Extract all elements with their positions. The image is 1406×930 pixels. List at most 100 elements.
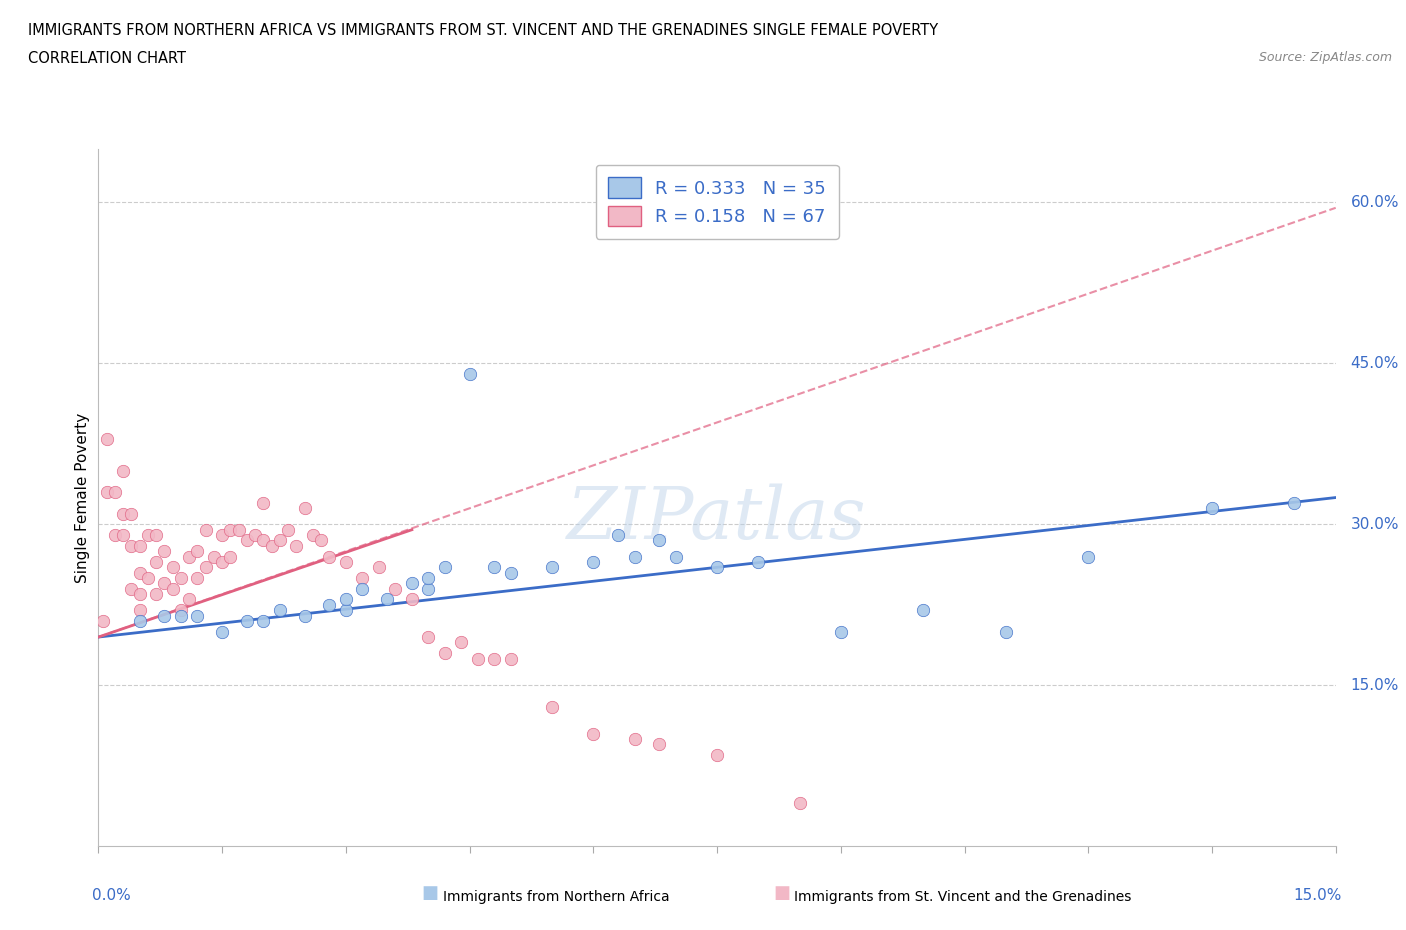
Point — [179, 592, 201, 607]
Point — [120, 538, 142, 553]
Point — [219, 523, 242, 538]
Legend: R = 0.333   N = 35, R = 0.158   N = 67: R = 0.333 N = 35, R = 0.158 N = 67 — [596, 165, 838, 239]
Point — [484, 560, 506, 575]
Point — [170, 603, 193, 618]
Point — [145, 527, 167, 542]
Point — [294, 501, 316, 516]
Point — [384, 581, 406, 596]
Text: Immigrants from Northern Africa: Immigrants from Northern Africa — [443, 890, 669, 904]
Point — [211, 554, 233, 569]
Point — [433, 645, 456, 660]
Text: 0.0%: 0.0% — [93, 888, 131, 903]
Point — [418, 571, 440, 586]
Point — [186, 608, 208, 623]
Point — [136, 571, 159, 586]
Point — [112, 506, 135, 521]
Point — [179, 549, 201, 564]
Point — [170, 608, 193, 623]
Point — [128, 538, 150, 553]
Point — [352, 571, 374, 586]
Point — [269, 603, 291, 618]
Text: 15.0%: 15.0% — [1351, 678, 1399, 693]
Point — [623, 549, 645, 564]
Point — [418, 581, 440, 596]
Point — [219, 549, 242, 564]
Y-axis label: Single Female Poverty: Single Female Poverty — [75, 412, 90, 583]
Point — [285, 538, 308, 553]
Point — [112, 527, 135, 542]
Point — [352, 581, 374, 596]
Point — [401, 576, 423, 591]
Point — [96, 432, 118, 446]
Point — [367, 560, 389, 575]
Point — [541, 699, 564, 714]
Point — [418, 630, 440, 644]
Point — [648, 533, 671, 548]
Point — [309, 533, 332, 548]
Point — [153, 608, 176, 623]
Text: Source: ZipAtlas.com: Source: ZipAtlas.com — [1258, 51, 1392, 64]
Point — [607, 527, 630, 542]
Point — [252, 614, 274, 629]
Point — [104, 527, 127, 542]
Text: Immigrants from St. Vincent and the Grenadines: Immigrants from St. Vincent and the Gren… — [794, 890, 1132, 904]
Point — [994, 624, 1017, 639]
Point — [335, 592, 357, 607]
Point — [375, 592, 398, 607]
Point — [145, 554, 167, 569]
Point — [499, 565, 522, 580]
Text: IMMIGRANTS FROM NORTHERN AFRICA VS IMMIGRANTS FROM ST. VINCENT AND THE GRENADINE: IMMIGRANTS FROM NORTHERN AFRICA VS IMMIG… — [28, 23, 938, 38]
Point — [153, 544, 176, 559]
Point — [194, 560, 217, 575]
Point — [269, 533, 291, 548]
Point — [136, 527, 159, 542]
Text: ZIPatlas: ZIPatlas — [567, 484, 868, 553]
Point — [401, 592, 423, 607]
Point — [1284, 496, 1306, 511]
Point — [623, 732, 645, 747]
Point — [260, 538, 283, 553]
Point — [318, 549, 340, 564]
Text: 45.0%: 45.0% — [1351, 356, 1399, 371]
Point — [499, 651, 522, 666]
Point — [112, 463, 135, 478]
Point — [104, 485, 127, 499]
Point — [1201, 501, 1223, 516]
Point — [318, 597, 340, 612]
Text: 60.0%: 60.0% — [1351, 195, 1399, 210]
Point — [211, 624, 233, 639]
Point — [294, 608, 316, 623]
Point — [186, 571, 208, 586]
Point — [467, 651, 489, 666]
Point — [582, 726, 605, 741]
Point — [1077, 549, 1099, 564]
Point — [458, 366, 481, 381]
Point — [91, 614, 114, 629]
Point — [153, 576, 176, 591]
Point — [541, 560, 564, 575]
Point — [789, 796, 811, 811]
Point — [830, 624, 852, 639]
Point — [648, 737, 671, 751]
Point — [747, 554, 769, 569]
Point — [484, 651, 506, 666]
Point — [582, 554, 605, 569]
Point — [302, 527, 325, 542]
Point — [128, 587, 150, 602]
Point — [202, 549, 225, 564]
Point — [186, 544, 208, 559]
Point — [912, 603, 935, 618]
Point — [128, 603, 150, 618]
Point — [211, 527, 233, 542]
Point — [128, 565, 150, 580]
Text: ■: ■ — [773, 884, 790, 902]
Point — [706, 560, 728, 575]
Point — [236, 614, 259, 629]
Text: 15.0%: 15.0% — [1294, 888, 1341, 903]
Point — [162, 560, 184, 575]
Point — [228, 523, 250, 538]
Point — [194, 523, 217, 538]
Point — [706, 748, 728, 763]
Point — [450, 635, 472, 650]
Point — [145, 587, 167, 602]
